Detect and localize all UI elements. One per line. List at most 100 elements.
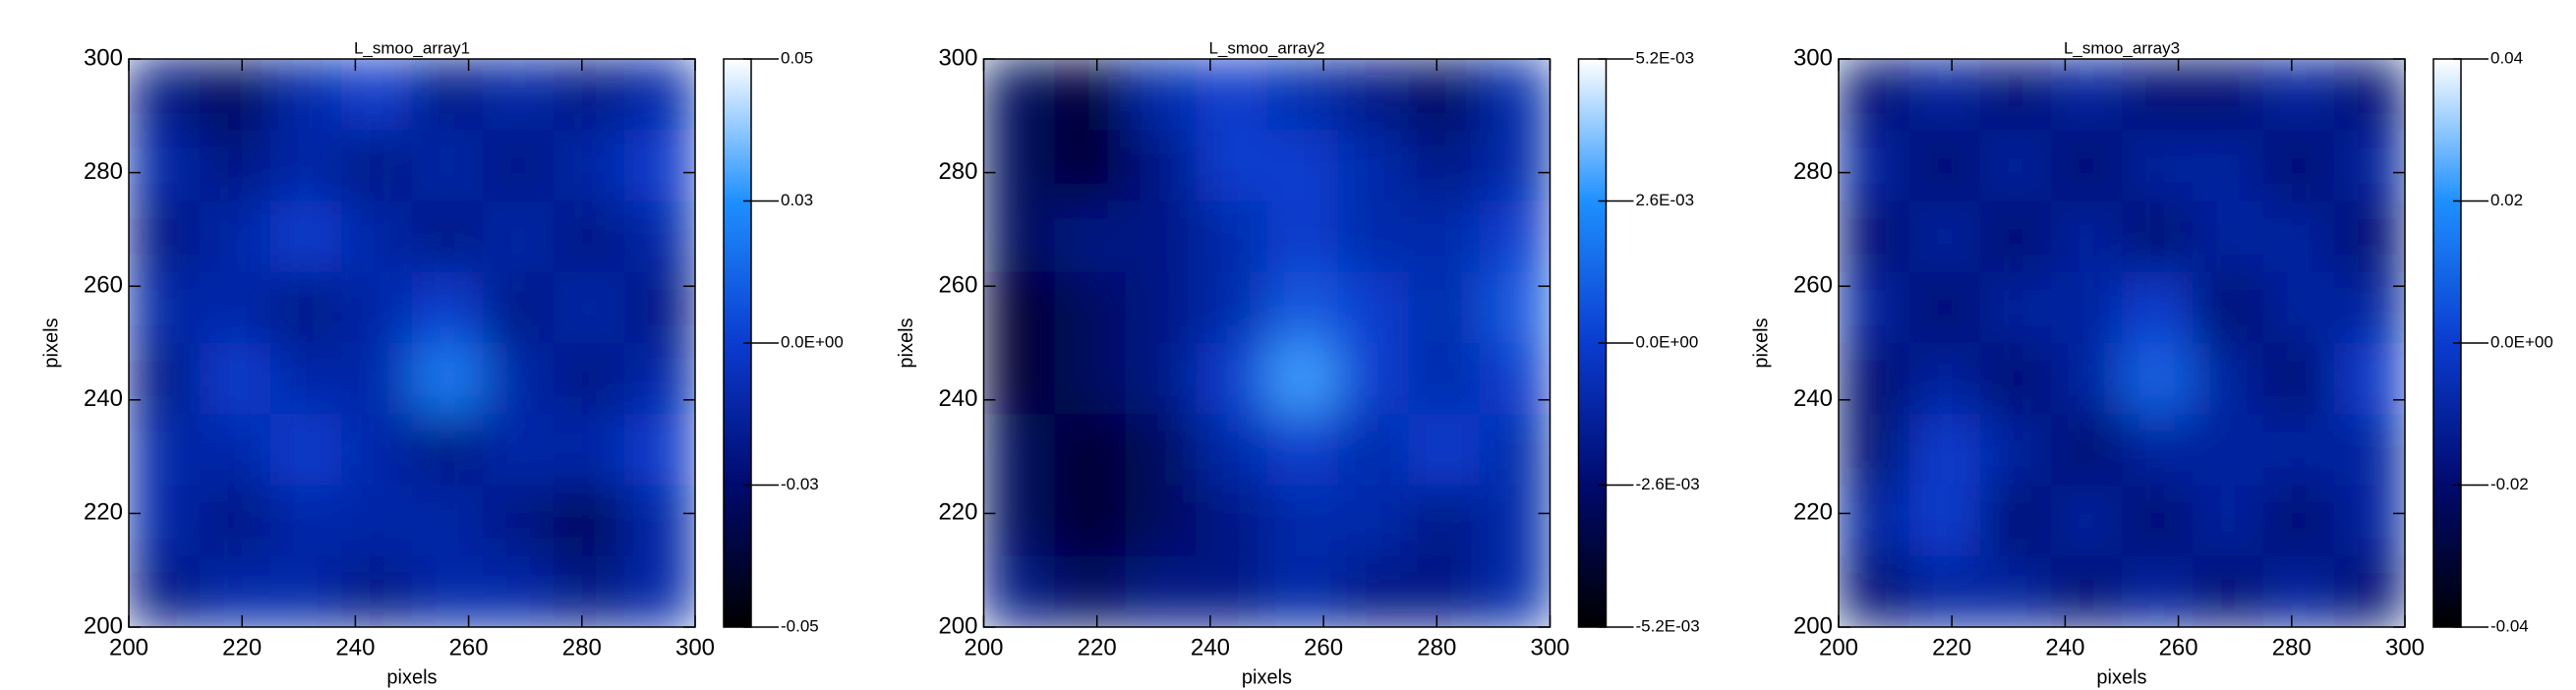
heatmap-cell [554,343,625,415]
x-tick-label: 220 [1932,634,1971,661]
heatmap-cell [1909,130,1981,201]
heatmap-cell [1909,271,1981,344]
heatmap-cell [1337,130,1409,201]
heatmap-cell [412,130,484,201]
heatmap-cell [483,271,555,344]
heatmap-cell [1125,201,1197,273]
heatmap-cells [129,59,695,627]
x-axis-label: pixels [386,666,437,688]
heatmap-cell [624,343,695,415]
heatmap-cell [983,59,1055,131]
heatmap-cell [624,271,695,344]
heatmap-cell [1196,201,1267,273]
heatmap-cell [1408,271,1480,344]
heatmap-cell [1196,59,1267,131]
heatmap-cell [554,485,625,557]
heatmap-cell [200,130,271,201]
chart-title: L_smoo_array3 [2064,38,2180,57]
heatmap-cell [624,201,695,273]
heatmap-cell [1125,343,1197,415]
heatmap-cell [483,130,555,201]
heatmap-cell [2193,343,2264,415]
heatmap-cell [2051,343,2123,415]
heatmap-cell [129,485,201,557]
y-tick-label: 260 [1793,272,1833,299]
heatmap-cell [1479,59,1551,131]
y-tick-label: 220 [84,499,123,526]
heatmap-cell [1909,414,1981,486]
heatmap-cell [1408,414,1480,486]
heatmap-cell [2051,201,2123,273]
heatmap-cell [1266,555,1338,627]
heatmap-cells [983,59,1551,627]
heatmap-cell [2051,555,2123,627]
y-tick-label: 220 [938,499,977,526]
colorbar-tick-label: 0.02 [2490,191,2523,209]
heatmap-cell [1980,59,2052,131]
heatmap-cell [270,130,342,201]
heatmap-cell [1266,343,1338,415]
heatmap-cell [2193,555,2264,627]
y-axis-label: pixels [1750,317,1772,368]
heatmap-cells [1839,59,2405,627]
heatmap-cell [483,201,555,273]
heatmap-cell [1980,414,2052,486]
colorbar-tick-label: 0.05 [781,48,813,67]
heatmap-cell [2334,130,2405,201]
heatmap-cell [1196,343,1267,415]
heatmap-cell [1408,130,1480,201]
heatmap-cell [1125,485,1197,557]
plot-frame [128,58,696,628]
colorbar-tick-label: 0.03 [781,191,813,209]
heatmap-cell [2051,130,2123,201]
heatmap-cell [1408,555,1480,627]
heatmap-cell [2193,130,2264,201]
heatmap-cell [341,485,413,557]
heatmap-cell [1479,485,1551,557]
heatmap [983,59,1551,627]
heatmap-cell [1479,343,1551,415]
heatmap-cell [1479,555,1551,627]
heatmap-cell [129,201,201,273]
heatmap-cell [200,59,271,131]
heatmap-cell [624,555,695,627]
heatmap-cell [1196,485,1267,557]
heatmap-cell [2122,485,2194,557]
heatmap-cell [983,130,1055,201]
colorbar-tick-label: -0.05 [781,616,819,635]
heatmap-cell [1054,59,1126,131]
heatmap-cell [1337,414,1409,486]
heatmap-cell [1980,343,2052,415]
heatmap-cell [2193,485,2264,557]
y-tick-label: 280 [84,158,123,185]
heatmap-cell [483,59,555,131]
x-tick-label: 280 [2272,634,2312,661]
heatmap-cell [412,414,484,486]
heatmap-cell [2263,271,2335,344]
heatmap-cell [1839,485,1910,557]
heatmap-cell [1408,201,1480,273]
heatmap-cell [1125,414,1197,486]
colorbar-tick-label: 2.6E-03 [1636,191,1695,209]
heatmap-cell [1125,130,1197,201]
heatmap-cell [1337,271,1409,344]
y-tick-label: 300 [84,44,123,71]
heatmap-cell [129,271,201,344]
heatmap-cell [2263,201,2335,273]
heatmap-cell [983,201,1055,273]
colorbar-tick-label: -0.03 [781,475,819,493]
y-tick-label: 220 [1793,499,1833,526]
x-tick-label: 260 [1304,634,1343,661]
heatmap-cell [2334,59,2405,131]
x-tick-label: 220 [222,634,262,661]
heatmap-cell [129,130,201,201]
x-tick-label: 240 [1191,634,1230,661]
heatmap-cell [554,130,625,201]
heatmap-cell [983,343,1055,415]
heatmap-cell [1909,485,1981,557]
x-tick-label: 300 [1530,634,1569,661]
heatmap-cell [129,414,201,486]
heatmap-cell [1839,414,1910,486]
heatmap-cell [129,555,201,627]
